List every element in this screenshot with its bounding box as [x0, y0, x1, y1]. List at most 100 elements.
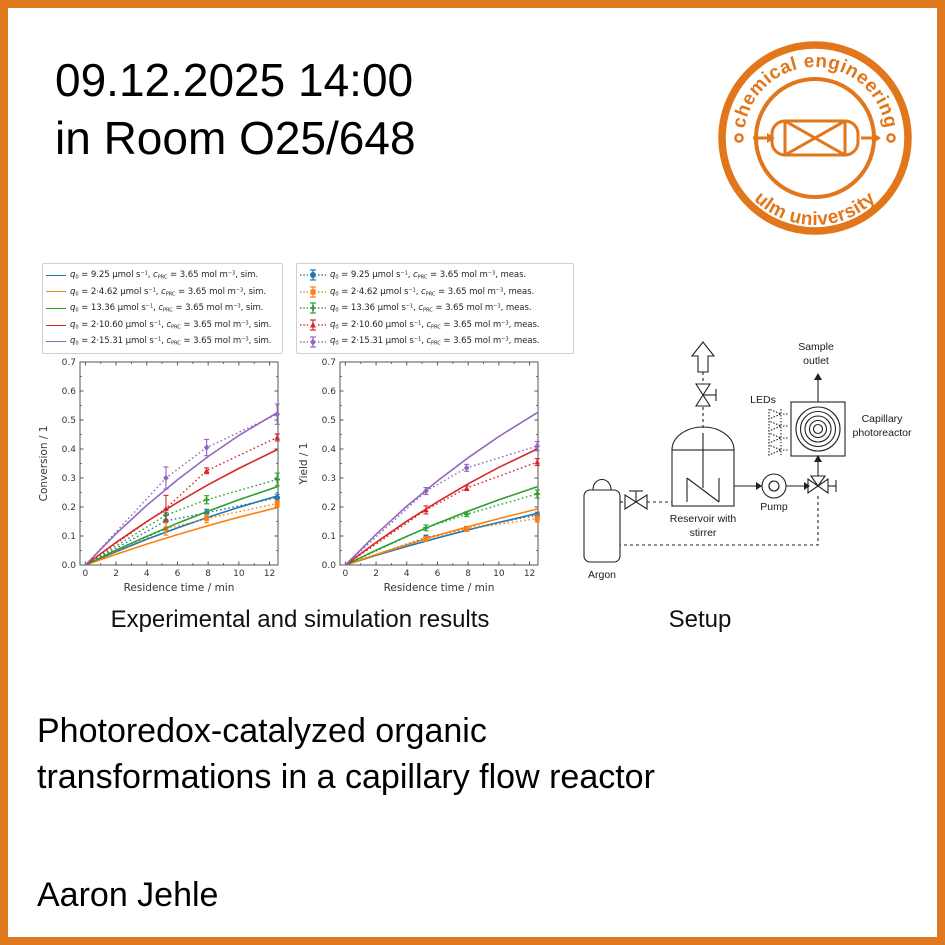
legend-entry-label: q0 = 2·10.60 μmol s−1, cPRC = 3.65 mol m…	[330, 319, 540, 331]
legend-line-swatch	[46, 324, 66, 326]
talk-title-line-1: Photoredox-catalyzed organic	[37, 712, 487, 750]
conversion-chart: 0 2 4 6 8 10 12 0.0 0.1 0.2 0.3 0.4 0.5 0.6 0.7 Residen…	[35, 356, 297, 602]
svg-text:0.2: 0.2	[322, 503, 336, 513]
logo-reactor-icon	[753, 119, 881, 157]
legend-entry: q0 = 2·4.62 μmol s−1, cPRC = 3.65 mol m−…	[46, 284, 280, 300]
svg-text:0.4: 0.4	[62, 445, 77, 455]
svg-text:2: 2	[373, 569, 379, 579]
legend-entry-label: q0 = 13.36 μmol s−1, cPRC = 3.65 mol m−3…	[330, 303, 532, 314]
legend-entry: q0 = 2·15.31 μmol s−1, cPRC = 3.65 mol m…	[46, 334, 280, 350]
y-axis-label: Conversion / 1	[38, 426, 50, 502]
svg-text:0.7: 0.7	[322, 358, 336, 368]
legend-entry-label: q0 = 2·4.62 μmol s−1, cPRC = 3.65 mol m−…	[70, 286, 267, 298]
svg-text:4: 4	[404, 569, 410, 579]
svg-text:6: 6	[435, 569, 441, 579]
sim-line	[85, 485, 278, 566]
svg-text:0.6: 0.6	[322, 387, 337, 397]
logo-arc-bottom-text: ulm university	[750, 188, 879, 230]
legend-entry-label: q0 = 9.25 μmol s−1, cPRC = 3.65 mol m−3,…	[70, 270, 259, 281]
legend-measured: q0 = 9.25 μmol s−1, cPRC = 3.65 mol m−3,…	[296, 263, 574, 354]
legend-entry: q0 = 2·10.60 μmol s−1, cPRC = 3.65 mol m…	[300, 317, 571, 333]
legend-line-swatch	[46, 341, 66, 343]
meas-line	[84, 436, 278, 566]
legend-entry-label: q0 = 2·10.60 μmol s−1, cPRC = 3.65 mol m…	[70, 319, 272, 331]
vent-valve-icon	[694, 383, 717, 407]
legend-entry: q0 = 13.36 μmol s−1, cPRC = 3.65 mol m−3…	[300, 300, 571, 316]
svg-text:0.3: 0.3	[62, 474, 76, 484]
reservoir-label-2: stirrer	[690, 527, 717, 539]
reactor-label-2: photoreactor	[853, 427, 912, 439]
legend-entry-label: q0 = 13.36 μmol s−1, cPRC = 3.65 mol m−3…	[70, 303, 264, 314]
event-room: in Room O25/648	[55, 111, 416, 164]
capillary-photoreactor-shape	[790, 401, 846, 457]
legend-entry-label: q0 = 2·15.31 μmol s−1, cPRC = 3.65 mol m…	[70, 336, 272, 347]
svg-text:0.2: 0.2	[62, 503, 76, 513]
chart-svg: 0 2 4 6 8 10 12 0.0 0.1 0.2 0.3 0.4 0.5 0.6 0.7 Residen…	[38, 358, 281, 594]
legend-simulation: q0 = 9.25 μmol s−1, cPRC = 3.65 mol m−3,…	[42, 263, 283, 354]
sample-outlet-label-1: Sample	[798, 341, 834, 353]
svg-text:12: 12	[264, 569, 275, 579]
logo-outer-ring	[718, 41, 912, 235]
legend-entry: q0 = 13.36 μmol s−1, cPRC = 3.65 mol m−3…	[46, 300, 280, 316]
svg-text:0.1: 0.1	[62, 532, 76, 542]
meas-line	[345, 461, 538, 566]
y-axis-label: Yield / 1	[298, 443, 310, 486]
legend-errorbar-swatch	[300, 302, 326, 315]
chemical-engineering-ulm-logo: chemical engineering ulm university	[718, 41, 912, 235]
svg-text:10: 10	[233, 569, 245, 579]
logo-left-dot	[734, 133, 744, 143]
legend-errorbar-swatch	[300, 286, 326, 298]
svg-text:0.1: 0.1	[322, 532, 336, 542]
svg-text:2: 2	[113, 569, 119, 579]
legend-line-swatch	[46, 307, 66, 309]
legend-entry-label: q0 = 9.25 μmol s−1, cPRC = 3.65 mol m−3,…	[330, 270, 527, 281]
talk-title-line-2: transformations in a capillary flow reac…	[37, 758, 655, 797]
svg-text:10: 10	[493, 569, 505, 579]
legend-entry-label: q0 = 2·15.31 μmol s−1, cPRC = 3.65 mol m…	[330, 336, 540, 347]
meas-line	[344, 445, 538, 566]
logo-right-dot	[886, 133, 896, 143]
legend-line-swatch	[46, 274, 66, 276]
valve-icon	[624, 490, 648, 511]
svg-text:6: 6	[175, 569, 181, 579]
argon-cylinder-shape	[583, 478, 621, 563]
leds-label: LEDs	[750, 394, 776, 406]
svg-text:0: 0	[83, 569, 89, 579]
reactor-label-1: Capillary	[862, 413, 904, 425]
legend-entry: q0 = 2·10.60 μmol s−1, cPRC = 3.65 mol m…	[46, 317, 280, 333]
results-caption: Experimental and simulation results	[110, 606, 490, 633]
svg-text:ulm university: ulm university	[750, 188, 879, 230]
svg-text:0.5: 0.5	[322, 416, 336, 426]
svg-text:0.4: 0.4	[322, 445, 337, 455]
sim-line	[84, 448, 278, 566]
meas-line	[84, 413, 278, 566]
talk-title: Photoredox-catalyzed organic transformat…	[37, 708, 655, 800]
legend-entry: q0 = 9.25 μmol s−1, cPRC = 3.65 mol m−3,…	[46, 267, 280, 283]
legend-entry: q0 = 2·15.31 μmol s−1, cPRC = 3.65 mol m…	[300, 334, 571, 350]
pump-icon	[761, 473, 787, 499]
svg-text:0.0: 0.0	[62, 561, 77, 571]
meas-line	[85, 502, 278, 566]
x-axis-label: Residence time / min	[124, 582, 235, 594]
svg-text:0: 0	[343, 569, 349, 579]
legend-errorbar-swatch	[300, 319, 326, 331]
three-way-valve-icon	[807, 475, 837, 495]
event-datetime-block: 09.12.2025 14:00 in Room O25/648	[55, 52, 416, 168]
setup-diagram: Argon Reservoir with stirrer Pump LEDs S…	[583, 341, 912, 581]
legend-line-swatch	[46, 291, 66, 293]
argon-label: Argon	[588, 569, 616, 581]
svg-text:8: 8	[465, 569, 471, 579]
vent-arrow-icon	[690, 341, 716, 373]
legend-errorbar-swatch	[300, 336, 326, 348]
setup-caption: Setup	[668, 606, 732, 633]
sim-line	[344, 448, 538, 566]
pump-label: Pump	[760, 501, 788, 513]
svg-text:0.7: 0.7	[62, 358, 76, 368]
legend-errorbar-swatch	[300, 269, 326, 281]
sample-outlet-label-2: outlet	[803, 355, 829, 367]
meas-line	[345, 517, 538, 566]
legend-entry: q0 = 9.25 μmol s−1, cPRC = 3.65 mol m−3,…	[300, 267, 571, 283]
yield-chart: 0 2 4 6 8 10 12 0.0 0.1 0.2 0.3 0.4 0.5 0.6 0.7 Residen…	[295, 356, 557, 602]
x-axis-label: Residence time / min	[384, 582, 495, 594]
